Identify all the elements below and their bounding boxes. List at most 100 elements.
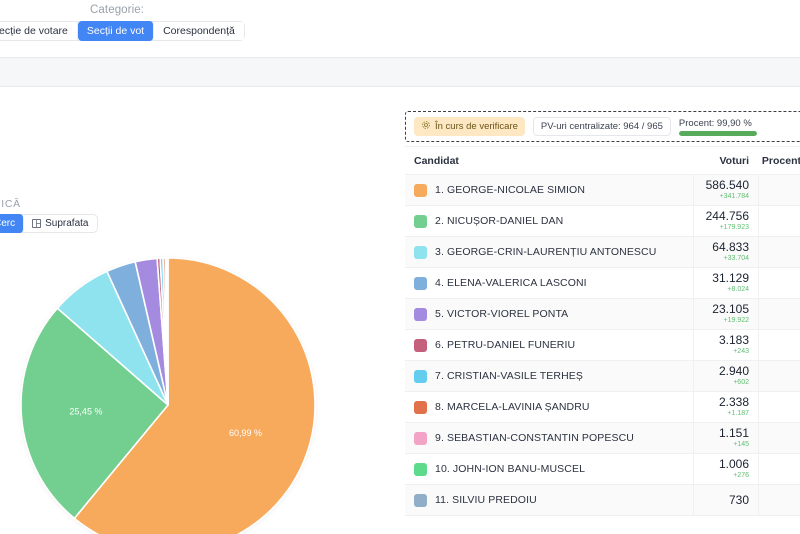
votes-cell: 2.338 +1.187 [693,392,758,422]
votes-cell: 31.129 +8.024 [693,268,758,298]
votes-value: 2.338 [718,395,749,409]
table-row[interactable]: 1. GEORGE-NICOLAE SIMION 586.540 +341.784 [405,175,800,206]
percent-cell [758,454,800,484]
pie-slice-label: 25,45 % [69,407,102,417]
color-swatch [414,307,427,321]
table-row[interactable]: 9. SEBASTIAN-CONSTANTIN POPESCU 1.151 +145 [405,423,800,454]
results-panel: În curs de verificare PV-uri centralizat… [400,87,800,534]
procent-progress-bar [678,130,757,136]
percent-cell [758,237,800,267]
votes-cell: 2.940 +602 [693,361,758,391]
table-row[interactable]: 3. GEORGE-CRIN-LAURENȚIU ANTONESCU 64.833… [405,237,800,268]
votes-cell: 1.151 +145 [693,423,758,453]
category-label: Categorie: [90,4,145,16]
votes-value: 1.006 [718,457,749,471]
table-row[interactable]: 7. CRISTIAN-VASILE TERHEȘ 2.940 +602 [405,361,800,392]
candidate-name: 11. SILVIU PREDOIU [435,494,537,506]
view-tab-suprafata-label: Suprafata [45,218,89,229]
percent-cell [758,175,800,205]
pie-chart[interactable]: 60,99 % 25,45 % [18,255,318,534]
candidate-cell: 8. MARCELA-LAVINIA ȘANDRU [405,392,693,422]
pie-slice[interactable] [73,257,316,534]
votes-delta: +145 [733,441,749,448]
candidate-name: 3. GEORGE-CRIN-LAURENȚIU ANTONESCU [435,246,657,258]
votes-cell: 64.833 +33.704 [693,237,758,267]
votes-delta: +179.923 [719,224,749,231]
view-tab-suprafata[interactable]: Suprafata [24,215,96,232]
treemap-icon [32,219,41,228]
candidate-name: 7. CRISTIAN-VASILE TERHEȘ [435,370,583,382]
candidate-cell: 11. SILVIU PREDOIU [405,485,693,515]
results-table: Candidat Voturi Procent 1. GEORGE-NICOLA… [405,146,800,516]
view-tab-cerc[interactable]: Cerc [0,214,25,233]
votes-value: 2.940 [718,364,749,378]
status-badge[interactable]: În curs de verificare [414,117,525,136]
chart-panel-title: ARE GRAFICĂ [0,198,21,210]
table-row[interactable]: 6. PETRU-DANIEL FUNERIU 3.183 +243 [405,330,800,361]
candidate-name: 1. GEORGE-NICOLAE SIMION [435,184,586,196]
votes-delta: +341.784 [719,193,749,200]
percent-cell [758,299,800,329]
tab-sectii-de-vot[interactable]: Secții de vot [77,21,155,41]
pie-slice[interactable] [20,307,170,520]
header-candidat: Candidat [414,154,459,167]
topbar-divider [0,57,800,58]
table-row[interactable]: 2. NICUȘOR-DANIEL DAN 244.756 +179.923 [405,206,800,237]
table-row[interactable]: 4. ELENA-VALERICA LASCONI 31.129 +8.024 [405,268,800,299]
category-tabgroup[interactable]: Secție de votare Secții de vot Corespond… [0,21,245,41]
procent-progress-fill [678,130,757,136]
table-row[interactable]: 8. MARCELA-LAVINIA ȘANDRU 2.338 +1.187 [405,392,800,423]
color-swatch [414,431,427,445]
percent-cell [758,423,800,453]
gear-icon [421,120,431,133]
color-swatch [414,183,427,197]
votes-value: 3.183 [718,333,749,347]
pie-slice[interactable] [166,257,169,406]
pv-counter: PV-uri centralizate: 964 / 965 [532,117,671,136]
color-swatch [414,462,427,476]
votes-cell: 586.540 +341.784 [693,175,758,205]
votes-cell: 1.006 +276 [693,454,758,484]
candidate-name: 6. PETRU-DANIEL FUNERIU [435,339,576,351]
votes-value: 23.105 [712,302,749,316]
view-tab-cerc-label: Cerc [0,218,16,229]
candidate-cell: 6. PETRU-DANIEL FUNERIU [405,330,693,360]
secondary-strip-divider [0,86,800,87]
procent-indicator: Procent: 99,90 % [678,117,757,136]
percent-cell [758,392,800,422]
candidate-cell: 1. GEORGE-NICOLAE SIMION [405,175,693,205]
candidate-name: 8. MARCELA-LAVINIA ȘANDRU [435,401,590,413]
color-swatch [414,400,427,414]
topbar: Categorie: Secție de votare Secții de vo… [0,0,800,58]
percent-cell [758,485,800,515]
chart-view-tabgroup[interactable]: Cerc Suprafata [0,214,98,233]
table-header-row: Candidat Voturi Procent [405,147,800,175]
candidate-cell: 7. CRISTIAN-VASILE TERHEȘ [405,361,693,391]
candidate-cell: 10. JOHN-ION BANU-MUSCEL [405,454,693,484]
table-body: 1. GEORGE-NICOLAE SIMION 586.540 +341.784 2… [405,175,800,516]
tab-sectie-de-votare[interactable]: Secție de votare [0,22,78,40]
votes-cell: 730 [693,485,758,515]
secondary-strip [0,58,800,86]
header-procent: Procent [761,154,800,167]
votes-value: 730 [728,492,749,507]
votes-value: 586.540 [705,178,749,192]
candidate-cell: 4. ELENA-VALERICA LASCONI [405,268,693,298]
votes-delta: +602 [733,379,749,386]
tab-corespondenta[interactable]: Corespondență [154,22,244,40]
candidate-name: 9. SEBASTIAN-CONSTANTIN POPESCU [435,432,634,444]
votes-cell: 3.183 +243 [693,330,758,360]
color-swatch [414,245,427,259]
votes-delta: +1.187 [727,410,749,417]
votes-delta: +19.922 [723,317,750,324]
status-badge-label: În curs de verificare [435,121,518,132]
percent-cell [758,268,800,298]
votes-cell: 244.756 +179.923 [693,206,758,236]
table-row[interactable]: 11. SILVIU PREDOIU 730 [405,485,800,516]
table-row[interactable]: 5. VICTOR-VIOREL PONTA 23.105 +19.922 [405,299,800,330]
table-row[interactable]: 10. JOHN-ION BANU-MUSCEL 1.006 +276 [405,454,800,485]
candidate-name: 2. NICUȘOR-DANIEL DAN [435,215,564,227]
votes-delta: +243 [733,348,749,355]
procent-label: Procent: 99,90 % [678,117,752,129]
